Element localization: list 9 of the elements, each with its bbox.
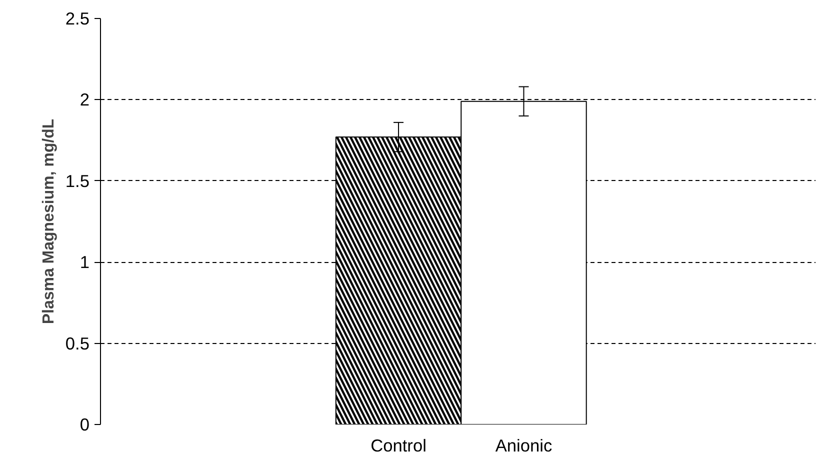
x-tick-label: Anionic — [495, 436, 552, 456]
y-tick-label: 2.5 — [65, 8, 90, 28]
y-tick-label: 1 — [80, 252, 90, 272]
y-axis-title: Plasma Magnesium, mg/dL — [40, 118, 58, 324]
x-tick-label: Control — [370, 436, 426, 456]
y-tick-label: 0.5 — [65, 333, 90, 354]
y-tick-label: 2 — [80, 90, 90, 110]
y-tick-label: 0 — [80, 414, 90, 434]
y-tick-label: 1.5 — [65, 170, 90, 191]
